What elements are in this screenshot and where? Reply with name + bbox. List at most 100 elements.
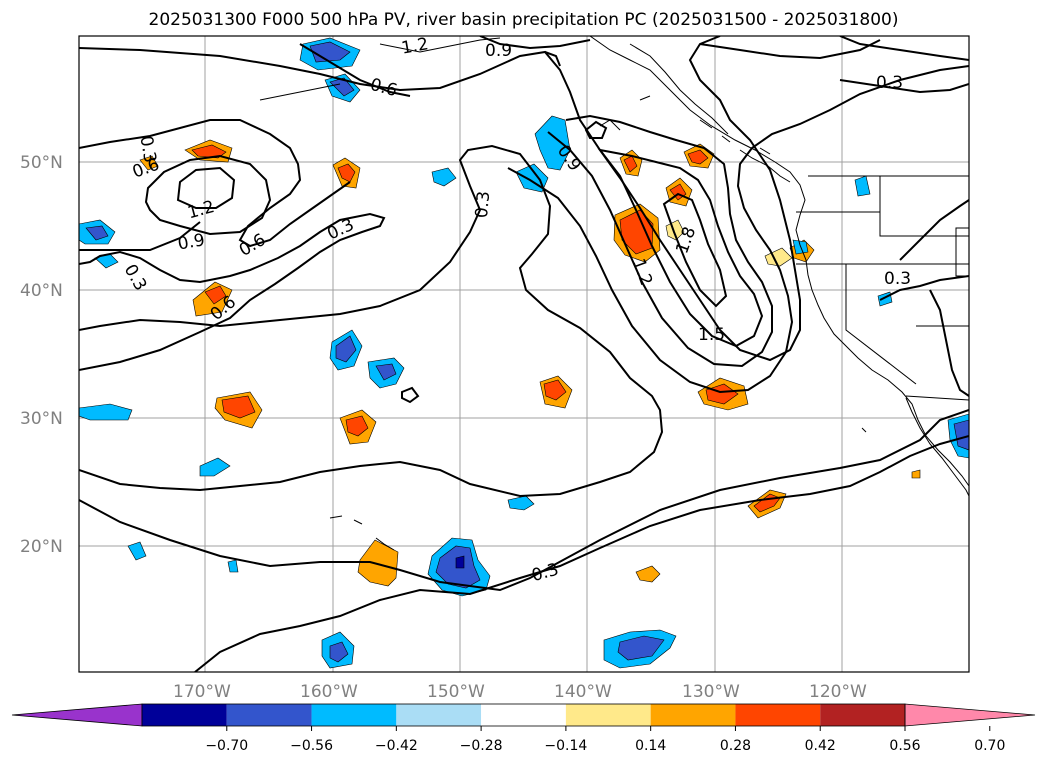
lat-label: 50°N: [20, 153, 63, 173]
colorbar-tick-label: −0.14: [544, 738, 587, 754]
precip-patch-negative: [854, 175, 871, 197]
precip-patch-negative: [79, 403, 133, 421]
state-boundary-nv: [845, 264, 917, 385]
contour-label: 1.2: [400, 34, 430, 58]
precip-patch-positive: [635, 565, 661, 583]
precip-patch-negative: [617, 635, 665, 661]
colorbar-segment: [565, 704, 651, 726]
contour-label: 0.3: [472, 190, 494, 219]
coastline-alaska-panhandle: [629, 43, 729, 135]
map-frame: [78, 35, 970, 673]
colorbar-tick-label: −0.56: [290, 738, 333, 754]
lon-label: 160°W: [300, 682, 358, 702]
colorbar-segment: [142, 704, 227, 726]
precip-patch-negative: [534, 115, 571, 171]
latitude-labels: 50°N 40°N 30°N 20°N: [20, 153, 63, 557]
precip-patch-positive: [687, 149, 709, 165]
contour-label: 1.5: [698, 325, 725, 345]
colorbar-segment: [820, 704, 905, 726]
precip-patch-negative: [227, 559, 239, 573]
colorbar: −0.70 −0.56 −0.42 −0.28 −0.14 0.14 0.28 0.42 0.5…: [11, 703, 1036, 754]
colorbar-tick-label: 0.70: [974, 738, 1005, 754]
contour-label: 0.9: [485, 41, 512, 61]
pv-contour-0.9-top: [479, 36, 591, 50]
pv-contour-1.8-trough: [662, 192, 728, 308]
pv-contour-0.3-top-mid: [544, 51, 561, 67]
pv-contour-0.3-east-b: [879, 275, 969, 301]
contour-label: 0.3: [876, 73, 903, 93]
lat-label: 30°N: [20, 409, 63, 429]
precip-patch-positive: [764, 247, 793, 267]
pv-contour-0.3-east: [899, 199, 969, 261]
pv-contour-0.3-big: [79, 144, 664, 498]
precip-patch-negative: [199, 457, 231, 477]
precip-patch-positive: [345, 415, 369, 437]
colorbar-segment: [396, 704, 482, 726]
precip-patch-positive: [191, 144, 227, 159]
colorbar-extend-min: [11, 703, 143, 727]
precip-patch-negative: [455, 555, 465, 569]
pv-contour-0.6-north: [79, 119, 351, 248]
colorbar-tick-label: −0.70: [205, 738, 248, 754]
lat-label: 40°N: [20, 281, 63, 301]
colorbar-tick-label: 0.14: [635, 738, 666, 754]
coastlines: [259, 36, 969, 551]
colorbar-tick-label: 0.28: [720, 738, 751, 754]
precip-patch-negative: [329, 641, 349, 663]
pv-contour-small-loop: [584, 120, 608, 139]
precip-patch-negative: [335, 335, 357, 363]
lon-label: 150°W: [427, 682, 485, 702]
colorbar-segment: [311, 704, 397, 726]
coastline-north-america: [589, 36, 969, 487]
pv-contour-1.2-trough: [547, 114, 773, 368]
colorbar-tick-label: 0.42: [805, 738, 836, 754]
precip-patches: [79, 37, 969, 669]
pv-contour-0.6-outer: [79, 36, 801, 362]
pv-contour-0.9: [144, 154, 272, 236]
map-plot-area: 1.2 0.9 0.6 0.3 0.6 0.6 1.2 0.9 0.6 0.3 …: [79, 34, 969, 672]
map-title: 2025031300 F000 500 hPa PV, river basin …: [148, 10, 899, 30]
contour-label: 0.9: [176, 230, 206, 254]
pv-contour-0.3-lower: [194, 435, 969, 672]
lat-label: 20°N: [20, 537, 63, 557]
coastline-guadalupe: [861, 427, 867, 433]
coastline-aleutians-west: [259, 83, 341, 101]
colorbar-segment: [650, 704, 736, 726]
contour-label: 0.3: [135, 134, 159, 164]
coastline-aleutians: [379, 37, 501, 53]
pv-contour-0.9-ne: [699, 39, 881, 60]
precip-patch-positive: [221, 395, 256, 419]
longitude-labels: 170°W 160°W 150°W 140°W 130°W 120°W: [173, 682, 867, 702]
pv-contour-0.9-trough: [507, 65, 969, 394]
coastline-hawaii: [329, 515, 395, 551]
pv-contour-0.3-mid: [79, 212, 386, 371]
colorbar-tick-label: 0.56: [889, 738, 920, 754]
colorbar-segment: [481, 704, 566, 726]
precip-patch-positive: [623, 155, 638, 173]
pv-contour-0.3-ne: [839, 79, 969, 94]
coastline-baja: [905, 397, 969, 497]
precip-patch-positive: [543, 379, 567, 401]
lon-label: 170°W: [173, 682, 231, 702]
pv-contour-0.3-south: [79, 409, 969, 592]
colorbar-frame: [141, 703, 906, 727]
state-boundary-ut: [955, 227, 969, 277]
colorbar-segment: [226, 704, 312, 726]
state-boundary-mexico: [905, 395, 969, 401]
colorbar-extend-max: [904, 703, 1036, 727]
pv-contours: [79, 36, 969, 672]
pv-contour-small-loop-2: [401, 386, 420, 404]
pv-contour-0.3-east-c: [929, 289, 969, 397]
pv-contour-0.6-top-right: [839, 36, 969, 61]
precip-patch-negative: [431, 167, 457, 187]
precip-patch-negative: [127, 541, 147, 561]
precip-patch-positive: [337, 163, 356, 183]
pv-contour-1.5-trough: [597, 148, 764, 348]
precip-patch-positive: [139, 155, 159, 171]
contour-label: 0.3: [884, 269, 911, 289]
colorbar-tick-label: −0.28: [460, 738, 503, 754]
lon-label: 130°W: [682, 682, 740, 702]
precip-patch-negative: [515, 163, 549, 193]
precip-patch-positive: [357, 539, 399, 587]
